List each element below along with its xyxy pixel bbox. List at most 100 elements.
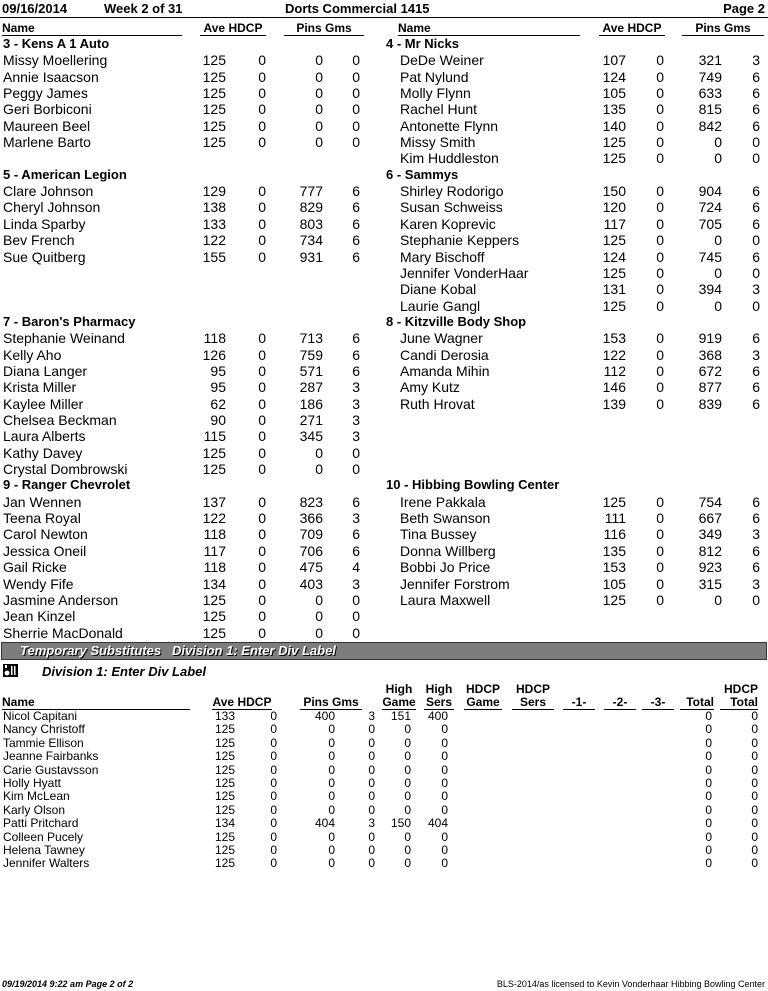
- player-row: Jasmine Anderson 125 0 0 0: [0, 592, 384, 608]
- player-games: 0: [352, 624, 360, 641]
- player-name: Laura Maxwell: [400, 591, 491, 608]
- player-row: Missy Smith 125 0 0 0: [384, 134, 768, 150]
- page-number: Page 2: [723, 1, 765, 16]
- sub-games: 0: [368, 749, 375, 764]
- player-row: Diane Kobal 131 0 394 3: [384, 281, 768, 297]
- team-name-row: 3 - Kens A 1 Auto: [0, 36, 384, 52]
- player-pins: 366: [299, 510, 323, 527]
- player-pins: 321: [698, 52, 722, 69]
- substitute-row: Jeanne Fairbanks 125 0 0 0 0 0 0 0: [0, 749, 768, 764]
- sub-name: Tammie Ellison: [3, 735, 84, 750]
- player-pins: 0: [714, 232, 722, 249]
- team-name: 4 - Mr Nicks: [386, 36, 459, 51]
- player-games: 3: [352, 428, 360, 445]
- player-average: 118: [203, 526, 226, 543]
- player-average: 125: [202, 624, 226, 641]
- player-games: 6: [752, 199, 760, 216]
- sub-handicap: 0: [270, 856, 277, 871]
- player-handicap: 0: [258, 575, 266, 592]
- player-average: 125: [202, 85, 226, 102]
- player-pins: 0: [714, 150, 722, 167]
- player-games: 6: [352, 330, 360, 347]
- player-pins: 571: [299, 362, 323, 379]
- substitute-row: Kim McLean 125 0 0 0 0 0 0 0: [0, 789, 768, 804]
- sub-average: 125: [214, 789, 235, 804]
- substitute-row: Colleen Pucely 125 0 0 0 0 0 0 0: [0, 829, 768, 844]
- player-name: Karen Koprevic: [400, 215, 496, 232]
- player-handicap: 0: [258, 444, 266, 461]
- substitute-row: Helena Tawney 125 0 0 0 0 0 0 0: [0, 843, 768, 857]
- player-average: 125: [602, 297, 626, 314]
- sub-col-game2: -2-: [604, 696, 636, 710]
- player-average: 105: [602, 85, 626, 102]
- sub-pins: 0: [328, 762, 335, 777]
- sub-high-series: 0: [441, 856, 448, 871]
- player-games: 6: [352, 346, 360, 363]
- player-handicap: 0: [656, 101, 664, 118]
- player-average: 125: [202, 52, 226, 69]
- player-average: 125: [602, 134, 626, 151]
- team-block: 4 - Mr Nicks DeDe Weiner 107 0 321 3 Pat Nylun…: [384, 36, 768, 167]
- sub-col-game3: -3-: [642, 696, 674, 710]
- col-hdcp: HDCP: [627, 21, 662, 35]
- player-games: 3: [752, 575, 760, 592]
- sub-total: 0: [705, 856, 712, 871]
- player-average: 117: [203, 542, 226, 559]
- player-average: 112: [603, 362, 626, 379]
- sub-games: 0: [368, 762, 375, 777]
- sub-pins: 0: [328, 749, 335, 764]
- team-pair: 5 - American Legion Clare Johnson 129 0 777 6…: [0, 167, 768, 314]
- player-pins: 734: [299, 232, 323, 249]
- player-games: 6: [752, 183, 760, 200]
- sub-hdcp-total: 0: [751, 829, 758, 844]
- col-ave-hdcp: Ave HDCP: [200, 21, 266, 36]
- team-name-row: 10 - Hibbing Bowling Center: [384, 477, 768, 493]
- player-games: 0: [752, 232, 760, 249]
- player-handicap: 0: [258, 412, 266, 428]
- player-handicap: 0: [656, 346, 664, 363]
- player-games: 6: [352, 526, 360, 543]
- player-pins: 667: [698, 510, 722, 527]
- player-row: Carol Newton 118 0 709 6: [0, 526, 384, 542]
- player-handicap: 0: [258, 510, 266, 527]
- team-pair: 9 - Ranger Chevrolet Jan Wennen 137 0 823 6 Te…: [0, 477, 768, 641]
- player-games: 6: [752, 395, 760, 412]
- team-name: 9 - Ranger Chevrolet: [3, 477, 131, 493]
- sub-high-game: 0: [404, 802, 411, 817]
- player-name: Jasmine Anderson: [3, 591, 119, 608]
- player-row: Shirley Rodorigo 150 0 904 6: [384, 183, 768, 199]
- report-header: 09/16/2014 Week 2 of 31 Dorts Commercial…: [0, 1, 768, 18]
- col-ave: Ave: [203, 21, 226, 35]
- player-name: Wendy Fife: [3, 575, 74, 592]
- player-row: Peggy James 125 0 0 0: [0, 85, 384, 101]
- sub-handicap: 0: [270, 749, 277, 764]
- player-handicap: 0: [258, 68, 266, 85]
- player-handicap: 0: [258, 215, 266, 232]
- sub-total: 0: [705, 709, 712, 723]
- sub-games: 0: [368, 789, 375, 804]
- player-name: Mary Bischoff: [400, 248, 485, 265]
- sub-col-game1: -1-: [563, 696, 595, 710]
- player-row: Linda Sparby 133 0 803 6: [0, 216, 384, 232]
- player-handicap: 0: [656, 542, 664, 559]
- sub-high-series: 0: [441, 762, 448, 777]
- player-games: 6: [752, 330, 760, 347]
- player-games: 3: [752, 526, 760, 543]
- sub-total: 0: [705, 749, 712, 764]
- sub-name: Colleen Pucely: [3, 829, 84, 844]
- week-label: Week 2 of 31: [104, 1, 183, 16]
- player-row: Jean Kinzel 125 0 0 0: [0, 608, 384, 624]
- sub-total: 0: [705, 775, 712, 790]
- player-pins: 713: [299, 330, 323, 347]
- player-row: Jennifer Forstrom 105 0 315 3: [384, 576, 768, 592]
- player-name: Pat Nylund: [400, 68, 469, 85]
- col-hdcp: HDCP: [228, 21, 263, 35]
- player-handicap: 0: [258, 559, 266, 576]
- player-handicap: 0: [656, 330, 664, 347]
- player-pins: 877: [698, 379, 722, 396]
- player-average: 140: [602, 117, 626, 134]
- player-row: Missy Moellering 125 0 0 0: [0, 52, 384, 68]
- sub-handicap: 0: [270, 735, 277, 750]
- sub-col-name: Name: [2, 696, 190, 710]
- player-average: 95: [210, 362, 226, 379]
